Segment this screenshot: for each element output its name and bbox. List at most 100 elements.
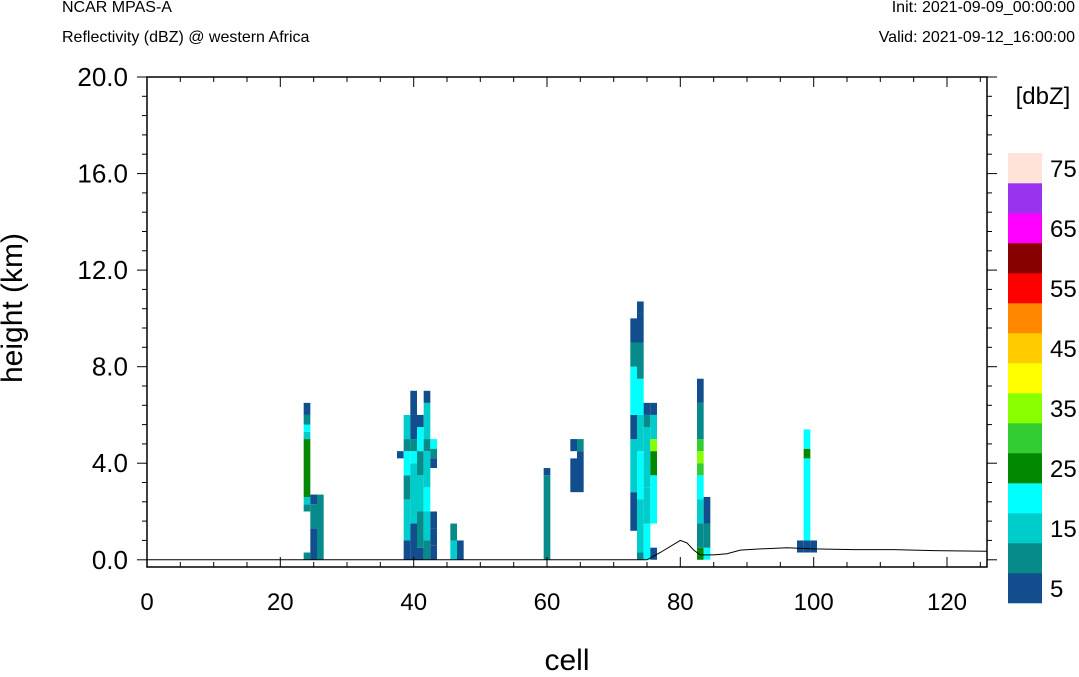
reflectivity-cell (650, 451, 657, 476)
reflectivity-cell (697, 439, 704, 452)
reflectivity-cell (630, 414, 637, 440)
reflectivity-cell (417, 547, 424, 560)
reflectivity-cell (697, 451, 704, 464)
reflectivity-cell (457, 540, 464, 560)
reflectivity-cell (410, 414, 417, 440)
reflectivity-cell (577, 439, 584, 452)
reflectivity-cell (410, 439, 417, 452)
plot-frame (146, 76, 988, 568)
reflectivity-cell (430, 458, 437, 469)
reflectivity-cell (410, 463, 417, 524)
colorbar-swatch (1008, 543, 1042, 574)
reflectivity-cell (403, 414, 411, 440)
reflectivity-cell (403, 475, 411, 500)
reflectivity-cell (703, 547, 711, 560)
colorbar-swatch (1008, 153, 1042, 184)
colorbar-swatch (1008, 453, 1042, 484)
x-tick-label: 80 (667, 589, 694, 616)
reflectivity-cell (303, 431, 311, 440)
x-tick-label: 120 (927, 589, 967, 616)
reflectivity-cell (410, 523, 417, 560)
reflectivity-cell (697, 463, 704, 476)
reflectivity-cell (703, 497, 711, 524)
reflectivity-cell (410, 390, 417, 415)
reflectivity-cell (303, 497, 311, 505)
reflectivity-cell (637, 451, 644, 500)
reflectivity-cell (630, 366, 637, 415)
reflectivity-cell (403, 439, 411, 452)
y-tick-label: 8.0 (92, 352, 128, 382)
reflectivity-cell (650, 402, 657, 415)
reflectivity-cell (403, 499, 411, 541)
reflectivity-cell (697, 402, 704, 440)
reflectivity-cells (303, 301, 817, 560)
colorbar: 5 15 25 35 45 55 65 75 (1008, 153, 1077, 604)
colorbar-label: 65 (1050, 216, 1077, 243)
reflectivity-cell (643, 523, 651, 560)
reflectivity-cell (650, 475, 657, 524)
reflectivity-cell (803, 429, 811, 449)
reflectivity-cell (643, 487, 651, 524)
reflectivity-cell (703, 523, 711, 548)
colorbar-swatch (1008, 333, 1042, 364)
colorbar-label: 35 (1050, 396, 1077, 423)
reflectivity-cell (637, 552, 644, 560)
reflectivity-cell (637, 378, 644, 415)
reflectivity-cell (303, 424, 311, 432)
reflectivity-cell (543, 475, 551, 560)
reflectivity-cell (410, 451, 417, 464)
reflectivity-cell (417, 451, 424, 476)
terrain-line (147, 539, 988, 561)
colorbar-swatch (1008, 483, 1042, 514)
reflectivity-cell (423, 402, 431, 440)
y-tick-label: 20.0 (77, 62, 128, 92)
reflectivity-cell (643, 402, 651, 415)
colorbar-swatch (1008, 513, 1042, 544)
reflectivity-cell (423, 439, 431, 452)
colorbar-swatch (1008, 243, 1042, 274)
reflectivity-cell (397, 451, 404, 459)
reflectivity-cell (430, 528, 437, 546)
reflectivity-cell (430, 545, 437, 560)
colorbar-swatch (1008, 273, 1042, 304)
reflectivity-cell (630, 439, 637, 493)
x-tick-label: 40 (400, 589, 427, 616)
reflectivity-cell (450, 523, 457, 541)
y-axis-label: height (km) (0, 233, 29, 383)
reflectivity-cell (303, 402, 311, 415)
colorbar-swatch (1008, 573, 1042, 604)
reflectivity-cell (310, 528, 317, 560)
colorbar-label: 5 (1050, 576, 1063, 603)
reflectivity-cell (423, 540, 431, 560)
reflectivity-cell (643, 427, 651, 488)
reflectivity-cell (403, 540, 411, 560)
reflectivity-cell (570, 458, 577, 493)
colorbar-label: 55 (1050, 276, 1077, 303)
reflectivity-cell (697, 378, 704, 403)
reflectivity-cell (797, 540, 804, 553)
colorbar-swatch (1008, 303, 1042, 334)
x-tick-label: 0 (140, 589, 153, 616)
x-tick-label: 60 (534, 589, 561, 616)
y-tick-label: 12.0 (77, 255, 128, 285)
colorbar-label: 15 (1050, 516, 1077, 543)
reflectivity-cell (803, 458, 811, 541)
reflectivity-cell (303, 439, 311, 497)
colorbar-label: 25 (1050, 456, 1077, 483)
reflectivity-cell (430, 448, 437, 459)
reflectivity-cell (417, 427, 424, 452)
x-tick-label: 20 (267, 589, 294, 616)
x-axis-label: cell (544, 644, 589, 677)
reflectivity-cell (423, 487, 431, 512)
colorbar-label: 45 (1050, 336, 1077, 363)
reflectivity-cell (303, 414, 311, 425)
reflectivity-cell (650, 414, 657, 440)
plot-valid-time: Valid: 2021-09-12_16:00:00 (878, 29, 1075, 46)
reflectivity-cell (650, 547, 657, 560)
reflectivity-cell (403, 451, 411, 476)
reflectivity-cell (430, 511, 437, 529)
reflectivity-cell (310, 494, 317, 505)
colorbar-swatch (1008, 213, 1042, 244)
plot-left-title: NCAR MPAS-A (62, 0, 172, 16)
